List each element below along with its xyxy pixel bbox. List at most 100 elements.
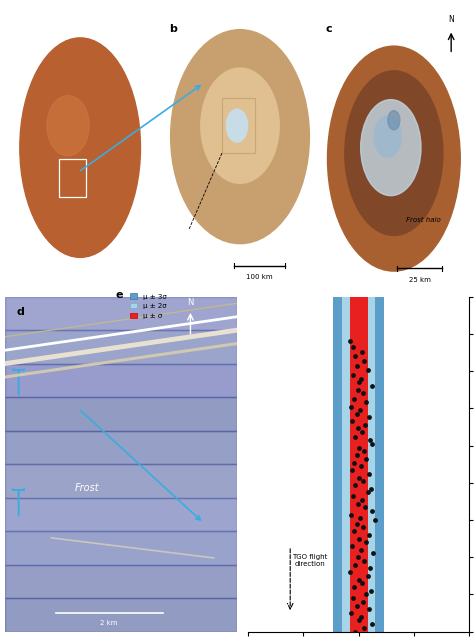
Point xyxy=(360,447,368,457)
Ellipse shape xyxy=(345,71,443,235)
Point xyxy=(353,360,360,371)
Point xyxy=(357,545,365,555)
Text: b: b xyxy=(169,24,177,34)
Point xyxy=(364,365,371,375)
Ellipse shape xyxy=(328,46,460,271)
Text: N: N xyxy=(187,298,193,307)
Point xyxy=(367,484,374,494)
Point xyxy=(355,533,363,544)
Point xyxy=(355,472,363,482)
Point xyxy=(350,394,358,404)
Point xyxy=(358,347,366,357)
Text: Frost: Frost xyxy=(74,483,99,493)
Point xyxy=(360,623,368,633)
Bar xyxy=(5,531,237,565)
Point xyxy=(354,552,361,562)
Point xyxy=(366,563,374,574)
Text: 2 km: 2 km xyxy=(100,620,118,626)
Point xyxy=(349,593,357,604)
Text: e: e xyxy=(116,290,123,300)
Ellipse shape xyxy=(388,110,400,130)
Point xyxy=(350,526,358,536)
Point xyxy=(363,454,370,464)
Bar xyxy=(5,431,237,464)
Point xyxy=(364,570,371,581)
Point xyxy=(357,612,365,622)
Bar xyxy=(5,498,237,531)
Point xyxy=(353,600,360,611)
Point xyxy=(348,465,356,475)
Point xyxy=(356,514,364,524)
Point xyxy=(368,619,376,629)
Ellipse shape xyxy=(171,30,310,244)
Point xyxy=(366,435,374,445)
Point xyxy=(357,373,365,383)
Ellipse shape xyxy=(47,96,89,156)
Text: c: c xyxy=(326,24,333,34)
Point xyxy=(352,480,359,490)
Point xyxy=(352,351,359,361)
Point xyxy=(354,385,361,395)
Point xyxy=(348,541,356,551)
Text: a: a xyxy=(12,24,20,34)
Point xyxy=(372,515,379,525)
Point xyxy=(360,356,368,366)
Point xyxy=(365,530,373,540)
Point xyxy=(363,590,370,600)
Point xyxy=(359,523,367,533)
Point xyxy=(358,495,366,505)
Bar xyxy=(5,464,237,498)
Point xyxy=(346,336,354,346)
Bar xyxy=(350,297,367,632)
Ellipse shape xyxy=(361,100,421,196)
Point xyxy=(354,424,361,434)
Point xyxy=(352,560,359,570)
Point xyxy=(363,397,370,408)
Point xyxy=(349,491,357,501)
Point xyxy=(357,461,365,471)
Point xyxy=(359,597,367,607)
Point xyxy=(365,412,373,422)
Point xyxy=(367,586,374,596)
Text: 100 km: 100 km xyxy=(246,274,273,280)
Bar xyxy=(5,330,237,364)
Point xyxy=(369,548,377,559)
Point xyxy=(348,416,356,426)
Point xyxy=(354,498,361,508)
Point xyxy=(365,469,373,479)
Point xyxy=(347,510,355,520)
Bar xyxy=(333,297,384,632)
Point xyxy=(355,574,363,584)
Point xyxy=(356,404,364,415)
Ellipse shape xyxy=(374,116,401,157)
Point xyxy=(352,431,359,441)
Point xyxy=(368,439,376,449)
Point xyxy=(350,457,358,468)
Ellipse shape xyxy=(227,109,247,142)
Bar xyxy=(59,159,86,197)
Bar xyxy=(5,364,237,397)
Point xyxy=(365,604,373,614)
Bar xyxy=(5,598,237,632)
Text: Frost halo: Frost halo xyxy=(406,217,441,223)
Point xyxy=(368,381,376,391)
Point xyxy=(353,450,360,461)
Ellipse shape xyxy=(201,68,279,183)
Point xyxy=(355,443,363,453)
Point xyxy=(353,408,360,419)
Point xyxy=(353,519,360,529)
Point xyxy=(350,582,358,592)
Point xyxy=(352,627,359,637)
Point xyxy=(355,615,363,625)
Legend: μ ± 3σ, μ ± 2σ, μ ± σ: μ ± 3σ, μ ± 2σ, μ ± σ xyxy=(130,293,166,318)
Point xyxy=(347,608,355,618)
Point xyxy=(359,476,367,486)
Point xyxy=(364,487,371,498)
Point xyxy=(349,369,357,380)
Point xyxy=(346,567,354,577)
Bar xyxy=(5,397,237,431)
Point xyxy=(362,502,369,512)
Point xyxy=(355,377,363,387)
Text: d: d xyxy=(16,307,24,316)
Circle shape xyxy=(20,38,140,257)
